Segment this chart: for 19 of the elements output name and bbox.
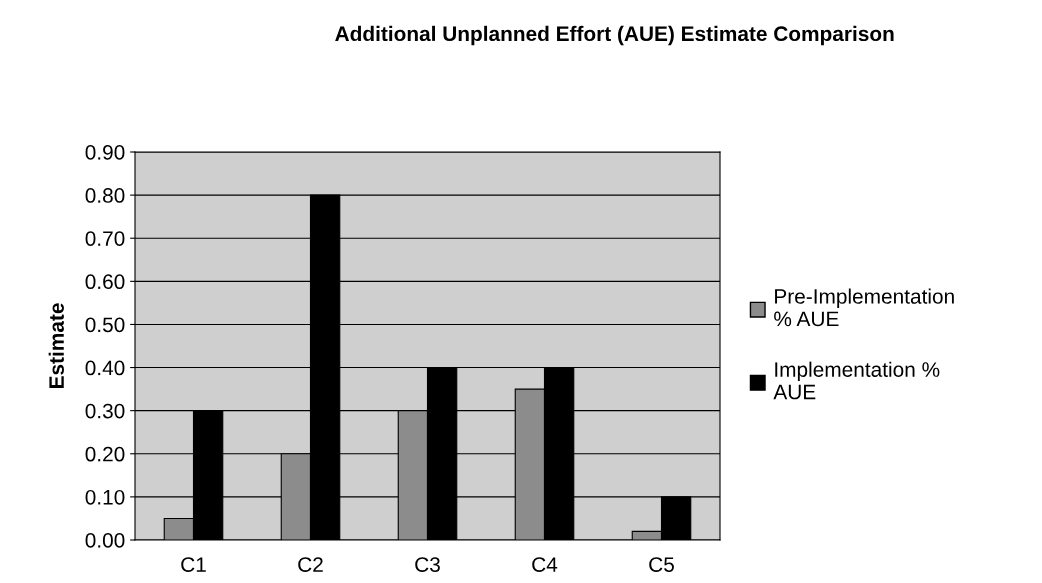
- y-tick-label: 0.10: [85, 489, 125, 505]
- y-axis-title: Estimate: [48, 303, 64, 389]
- x-tick-label: C5: [649, 557, 674, 572]
- legend-label: Pre-Implementation % AUE: [774, 288, 954, 327]
- y-tick-label: 0.20: [85, 446, 125, 462]
- y-tick-label: 0.80: [85, 188, 125, 203]
- x-tick-label: C4: [532, 557, 558, 572]
- y-tick-label: 0.40: [85, 360, 125, 376]
- y-tick-label: 0.70: [85, 231, 125, 246]
- x-tick-label: C3: [415, 557, 440, 572]
- x-tick-label: C1: [181, 557, 206, 572]
- y-tick-label: 0.30: [85, 403, 125, 419]
- y-tick-label: 0.50: [85, 317, 125, 333]
- x-tick-label: C2: [298, 557, 323, 572]
- legend-label: Implementation % AUE: [773, 361, 940, 400]
- chart-title: Additional Unplanned Effort (AUE) Estimate Comparison: [335, 25, 894, 46]
- y-tick-label: 0.60: [85, 274, 125, 290]
- y-tick-label: 0.90: [85, 145, 125, 160]
- y-tick-label: 0.00: [85, 533, 125, 548]
